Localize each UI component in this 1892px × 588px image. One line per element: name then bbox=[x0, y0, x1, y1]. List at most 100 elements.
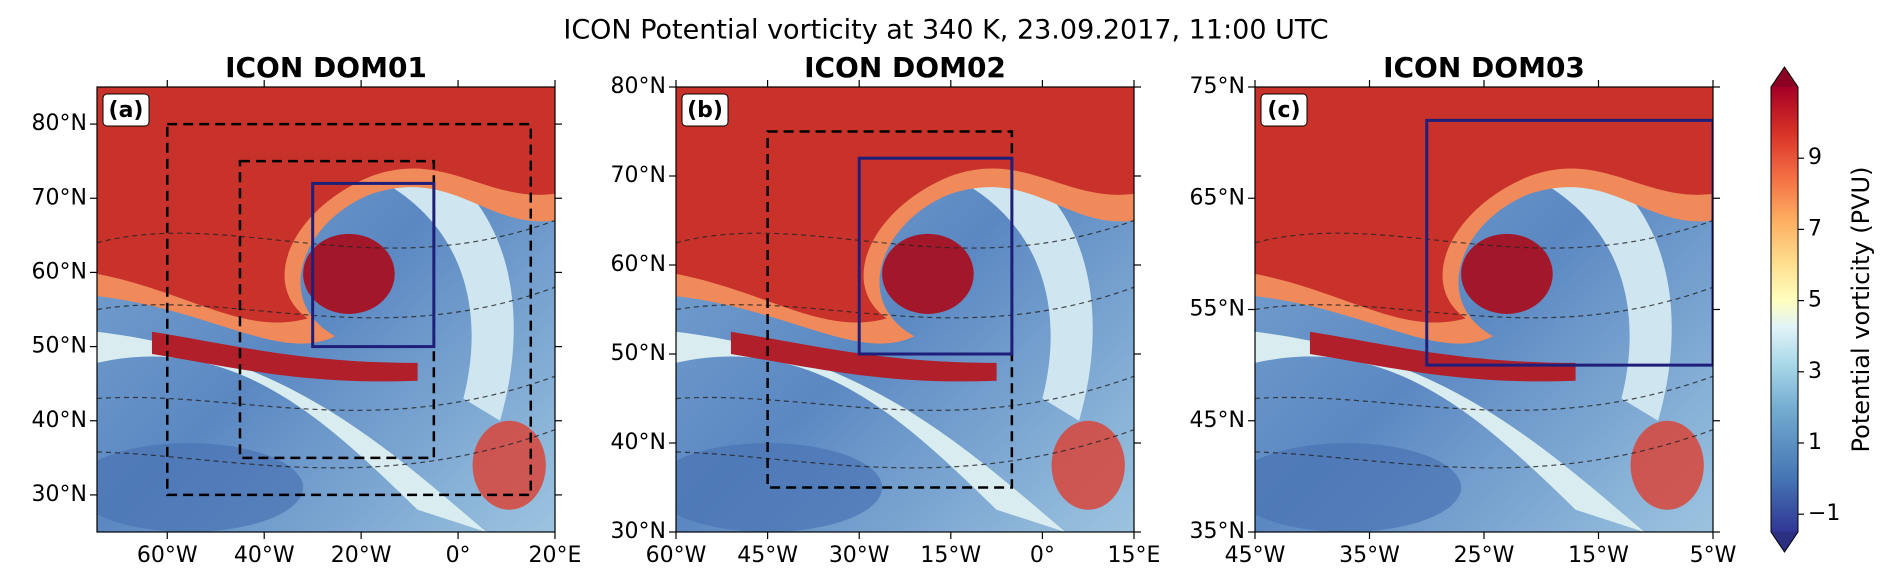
field bbox=[1255, 87, 1713, 532]
x-tick-label: 30°W bbox=[829, 543, 890, 568]
y-tick-label: 30°N bbox=[611, 519, 666, 544]
map-panel bbox=[97, 87, 555, 532]
x-tick-label: 5°W bbox=[1690, 543, 1737, 568]
contour bbox=[676, 430, 1134, 468]
contour bbox=[1255, 376, 1713, 410]
panel-label-box bbox=[1260, 93, 1308, 127]
colorbar-outline bbox=[1770, 66, 1799, 553]
field-blob bbox=[472, 420, 546, 510]
x-tick-label: 45°W bbox=[1225, 543, 1286, 568]
contour bbox=[676, 287, 1134, 318]
y-tick-label: 40°N bbox=[32, 408, 87, 433]
colorbar-tick-label: 5 bbox=[1808, 288, 1822, 313]
panel-frame bbox=[675, 86, 1135, 533]
contour bbox=[676, 221, 1134, 249]
x-tick-label: 15°E bbox=[1108, 543, 1161, 568]
colorbar-tick-label: 3 bbox=[1808, 359, 1822, 384]
field-blob bbox=[1255, 443, 1462, 532]
field-band bbox=[950, 153, 1093, 421]
contour bbox=[97, 376, 555, 410]
field-cutoff bbox=[303, 233, 395, 314]
field-group bbox=[97, 87, 555, 532]
field-blob bbox=[676, 443, 883, 532]
colorbar-label: Potential vorticity (PVU) bbox=[1847, 167, 1875, 453]
x-tick-label: 35°W bbox=[1339, 543, 1400, 568]
field-cutoff bbox=[882, 233, 974, 314]
x-tick-label: 20°E bbox=[529, 543, 582, 568]
y-tick-label: 80°N bbox=[611, 74, 666, 99]
y-tick-label: 80°N bbox=[32, 111, 87, 136]
y-tick-label: 55°N bbox=[1190, 297, 1245, 322]
panel-label: (b) bbox=[687, 98, 723, 123]
colorbar-tick-label: 7 bbox=[1808, 216, 1822, 241]
y-tick-label: 45°N bbox=[1190, 408, 1245, 433]
colorbar-body bbox=[1771, 87, 1798, 532]
map-panel bbox=[1255, 87, 1713, 532]
domain-box bbox=[166, 122, 533, 497]
x-tick-label: 0° bbox=[1030, 543, 1055, 568]
figure-title: ICON Potential vorticity at 340 K, 23.09… bbox=[563, 15, 1328, 46]
field-ridge bbox=[97, 87, 555, 323]
colorbar-extend-min bbox=[1771, 532, 1798, 552]
panel-label-box bbox=[102, 93, 150, 127]
y-tick-label: 35°N bbox=[1190, 519, 1245, 544]
field-band bbox=[371, 153, 514, 421]
y-tick-label: 75°N bbox=[1190, 74, 1245, 99]
field-ridge bbox=[676, 87, 1134, 323]
field-group bbox=[1255, 87, 1713, 532]
y-tick-label: 65°N bbox=[1190, 185, 1245, 210]
field-blob bbox=[97, 443, 304, 532]
domain-box bbox=[311, 181, 436, 349]
y-tick-label: 60°N bbox=[611, 252, 666, 277]
panel-title: ICON DOM01 bbox=[225, 51, 427, 84]
contour bbox=[97, 287, 555, 318]
field-ridge bbox=[1255, 87, 1713, 323]
x-tick-label: 0° bbox=[446, 543, 471, 568]
y-tick-label: 40°N bbox=[611, 430, 666, 455]
colorbar-tick-label: 1 bbox=[1808, 430, 1822, 455]
field-group bbox=[676, 87, 1134, 532]
contour bbox=[676, 376, 1134, 410]
field-band bbox=[1529, 153, 1672, 421]
x-tick-label: 40°W bbox=[234, 543, 295, 568]
field-streamer bbox=[151, 331, 418, 382]
x-tick-label: 45°W bbox=[737, 543, 798, 568]
y-tick-label: 70°N bbox=[611, 163, 666, 188]
x-tick-label: 15°W bbox=[920, 543, 981, 568]
panel-label: (a) bbox=[109, 98, 144, 123]
panel-label-box bbox=[681, 93, 729, 127]
field-band bbox=[1255, 331, 1645, 532]
y-tick-label: 30°N bbox=[32, 482, 87, 507]
contour bbox=[97, 221, 555, 249]
field bbox=[97, 87, 555, 532]
colorbar-tick-label: −1 bbox=[1808, 501, 1840, 526]
x-tick-label: 25°W bbox=[1454, 543, 1515, 568]
field-cutoff bbox=[1461, 233, 1553, 314]
contour bbox=[97, 430, 555, 468]
y-tick-label: 60°N bbox=[32, 259, 87, 284]
x-tick-label: 20°W bbox=[331, 543, 392, 568]
y-tick-label: 70°N bbox=[32, 185, 87, 210]
field-streamer bbox=[730, 331, 997, 382]
field-band bbox=[676, 331, 1066, 532]
domain-box bbox=[1425, 118, 1713, 367]
domain-box bbox=[857, 156, 1014, 356]
contour bbox=[1255, 221, 1713, 249]
contour bbox=[1255, 430, 1713, 468]
colorbar-tick-label: 9 bbox=[1808, 145, 1822, 170]
colorbar-extend-max bbox=[1771, 67, 1798, 87]
field-blob bbox=[1051, 420, 1125, 510]
field bbox=[676, 87, 1134, 532]
field-blob bbox=[1630, 420, 1704, 510]
panel-title: ICON DOM03 bbox=[1383, 51, 1585, 84]
panel-title: ICON DOM02 bbox=[804, 51, 1006, 84]
y-tick-label: 50°N bbox=[611, 341, 666, 366]
panel-label: (c) bbox=[1267, 98, 1300, 123]
x-tick-label: 60°W bbox=[646, 543, 707, 568]
field-streamer bbox=[1309, 331, 1576, 382]
y-tick-label: 50°N bbox=[32, 334, 87, 359]
x-tick-label: 15°W bbox=[1568, 543, 1629, 568]
panel-frame bbox=[96, 86, 556, 533]
map-panel bbox=[676, 87, 1134, 532]
